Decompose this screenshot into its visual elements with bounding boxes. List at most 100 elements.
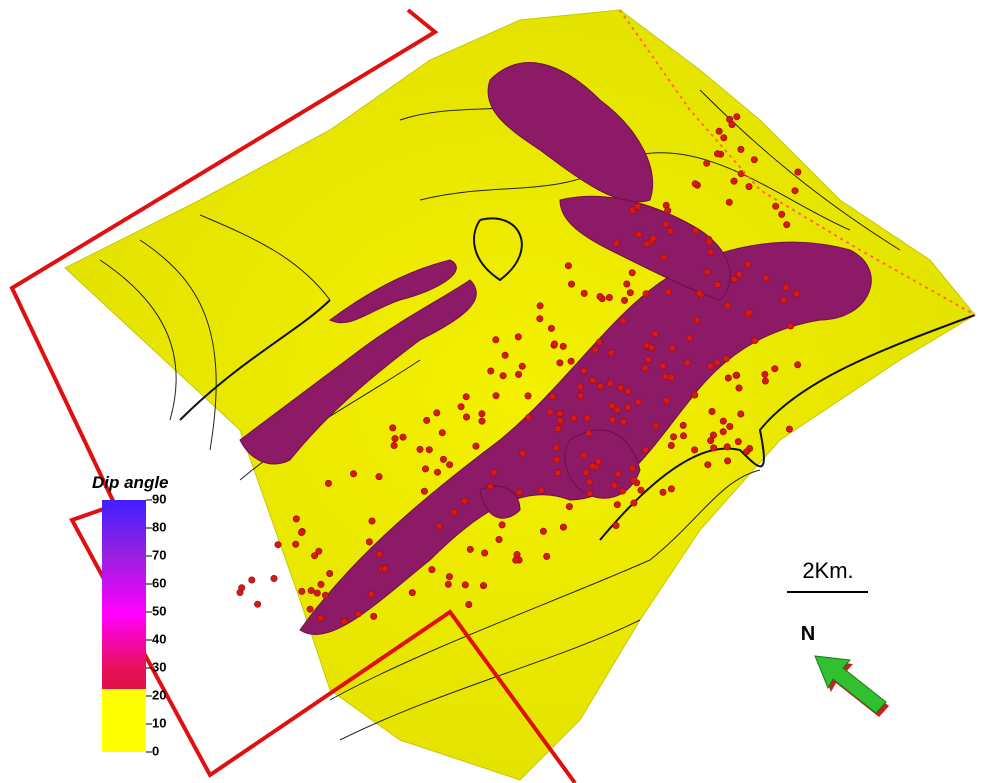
point <box>499 522 505 528</box>
point <box>762 378 768 384</box>
legend-title: Dip angle <box>92 473 169 492</box>
point <box>724 458 730 464</box>
point <box>663 221 669 227</box>
point <box>624 281 630 287</box>
colorbar <box>102 500 146 752</box>
point <box>636 231 642 237</box>
point <box>694 317 700 323</box>
point <box>662 373 668 379</box>
point <box>652 330 658 336</box>
point <box>613 522 619 528</box>
point <box>544 553 550 559</box>
point <box>597 383 603 389</box>
point <box>466 601 472 607</box>
point <box>467 546 473 552</box>
point <box>421 488 427 494</box>
point <box>307 606 313 612</box>
point <box>714 282 720 288</box>
point <box>762 371 768 377</box>
point <box>424 417 430 423</box>
point <box>515 334 521 340</box>
point <box>299 588 305 594</box>
point <box>792 188 798 194</box>
point <box>709 408 715 414</box>
point <box>586 479 592 485</box>
point <box>668 374 674 380</box>
point <box>473 443 479 449</box>
point <box>781 297 787 303</box>
point <box>434 410 440 416</box>
point <box>660 363 666 369</box>
point <box>451 509 457 515</box>
point <box>525 393 531 399</box>
point <box>584 415 590 421</box>
point <box>422 466 428 472</box>
point <box>491 470 497 476</box>
point <box>446 573 452 579</box>
point <box>555 470 561 476</box>
point <box>638 487 644 493</box>
point <box>417 446 423 452</box>
point <box>714 360 720 366</box>
point <box>577 392 583 398</box>
point <box>664 397 670 403</box>
point <box>547 409 553 415</box>
point <box>721 135 727 141</box>
tick-label: 80 <box>152 519 166 534</box>
point <box>568 358 574 364</box>
tick-label: 20 <box>152 687 166 702</box>
point <box>609 402 615 408</box>
point <box>692 181 698 187</box>
point <box>369 518 375 524</box>
point <box>631 500 637 506</box>
point <box>793 290 799 296</box>
point <box>502 352 508 358</box>
point <box>736 385 742 391</box>
point <box>577 384 583 390</box>
point <box>705 462 711 468</box>
point <box>586 430 592 436</box>
point <box>551 341 557 347</box>
point <box>350 471 356 477</box>
point <box>316 548 322 554</box>
point <box>624 404 630 410</box>
point <box>643 291 649 297</box>
point <box>726 199 732 205</box>
point <box>617 384 623 390</box>
point <box>481 550 487 556</box>
point <box>611 482 617 488</box>
point <box>665 289 671 295</box>
point <box>635 399 641 405</box>
point <box>627 290 633 296</box>
point <box>440 456 446 462</box>
point <box>743 449 749 455</box>
north-label: N <box>801 623 815 645</box>
point <box>648 344 654 350</box>
point <box>635 203 641 209</box>
point <box>318 581 324 587</box>
point <box>704 269 710 275</box>
tick-label: 0 <box>152 743 159 758</box>
point <box>744 261 750 267</box>
point <box>515 371 521 377</box>
point <box>734 114 740 120</box>
point <box>557 360 563 366</box>
point <box>592 347 598 353</box>
point <box>557 417 563 423</box>
point <box>738 411 744 417</box>
point <box>462 582 468 588</box>
point <box>787 323 793 329</box>
point <box>710 445 716 451</box>
point <box>390 425 396 431</box>
point <box>729 121 735 127</box>
point <box>596 339 602 345</box>
point <box>686 335 692 341</box>
point <box>696 290 702 296</box>
tick-label: 90 <box>152 491 166 506</box>
point <box>708 437 714 443</box>
point <box>583 470 589 476</box>
point <box>516 489 522 495</box>
point <box>520 450 526 456</box>
point <box>400 434 406 440</box>
point <box>493 393 499 399</box>
